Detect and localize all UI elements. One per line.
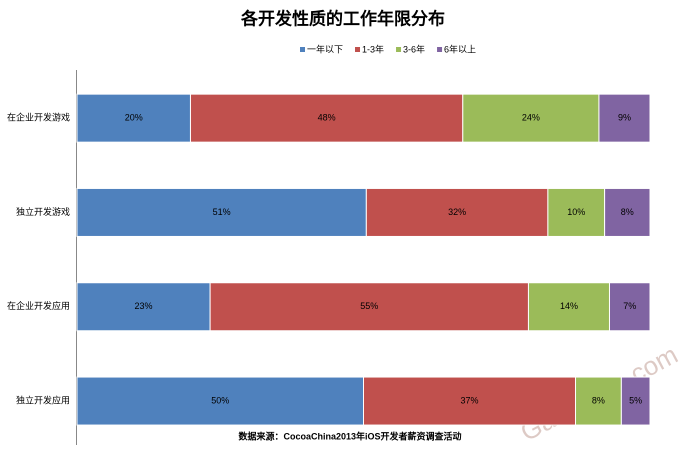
legend-label: 6年以上 xyxy=(444,43,476,54)
bar-segment xyxy=(76,93,191,143)
source-note: 数据来源：CocoaChina2013年iOS开发者薪资调查活动 xyxy=(238,430,461,441)
legend-label: 1-3年 xyxy=(362,43,384,54)
chart-title: 各开发性质的工作年限分布 xyxy=(240,8,445,28)
legend-swatch xyxy=(437,47,443,52)
data-label: 5% xyxy=(629,395,642,405)
data-label: 23% xyxy=(135,301,153,311)
legend-swatch xyxy=(396,47,402,52)
data-label: 51% xyxy=(213,207,231,217)
bar-segment xyxy=(598,93,651,143)
data-label: 10% xyxy=(567,207,585,217)
data-label: 37% xyxy=(460,395,478,405)
bar-segment xyxy=(189,93,464,143)
data-label: 32% xyxy=(448,207,466,217)
data-label: 14% xyxy=(560,301,578,311)
bar-segment xyxy=(620,376,651,426)
bar-segment xyxy=(363,376,577,426)
legend-swatch xyxy=(300,47,305,52)
bar-segment xyxy=(604,187,651,237)
y-tick-label: 在企业开发游戏 xyxy=(7,112,70,123)
data-label: 48% xyxy=(318,113,336,123)
bar-segment xyxy=(209,282,529,332)
data-label: 8% xyxy=(621,207,634,217)
legend-swatch xyxy=(355,47,361,52)
y-tick-label: 独立开发应用 xyxy=(16,394,70,405)
bar-segment xyxy=(608,282,651,332)
data-label: 9% xyxy=(618,113,631,123)
y-tick-label: 独立开发游戏 xyxy=(16,206,70,217)
data-label: 8% xyxy=(592,395,605,405)
bar-segment xyxy=(462,93,600,143)
y-tick-label: 在企业开发应用 xyxy=(7,300,70,311)
legend-label: 3-6年 xyxy=(403,43,425,54)
data-label: 24% xyxy=(522,113,540,123)
bar-segment xyxy=(76,376,364,426)
data-label: 50% xyxy=(211,395,229,405)
legend-label: 一年以下 xyxy=(307,43,343,54)
bar-segment xyxy=(76,282,211,332)
data-label: 55% xyxy=(360,301,378,311)
bar-segment xyxy=(76,187,367,237)
bar-segment xyxy=(527,282,610,332)
data-label: 7% xyxy=(623,301,636,311)
data-label: 20% xyxy=(125,113,143,123)
bar-segment xyxy=(365,187,549,237)
